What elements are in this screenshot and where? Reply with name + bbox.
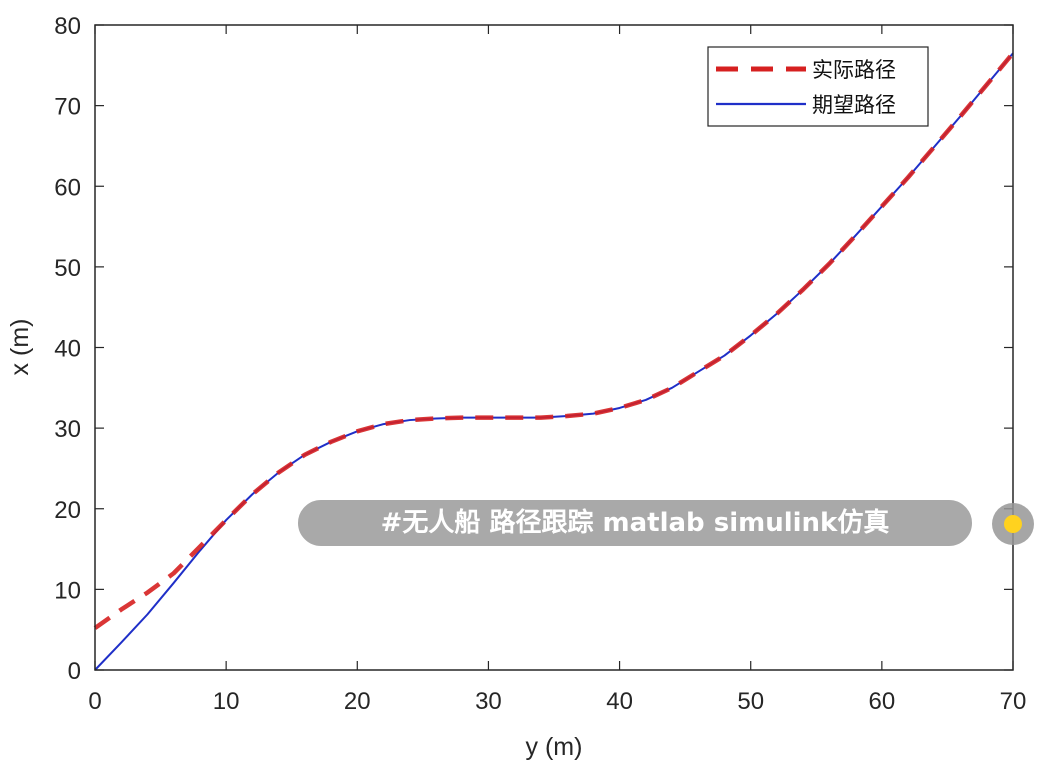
y-tick-label: 10 xyxy=(54,577,81,604)
x-tick-label: 60 xyxy=(869,688,896,715)
y-tick-label: 20 xyxy=(54,497,81,524)
x-tick-label: 30 xyxy=(475,688,502,715)
series-layer xyxy=(93,51,1015,671)
y-tick-label: 80 xyxy=(54,13,81,40)
y-tick-label: 50 xyxy=(54,255,81,282)
legend-label-actual: 实际路径 xyxy=(812,58,896,82)
x-tick-label: 10 xyxy=(213,688,240,715)
ticks-layer: 0 10 20 30 40 50 60 70 0 10 20 30 40 50 60 70 80 xyxy=(54,13,1026,715)
y-tick-label: 70 xyxy=(54,94,81,121)
indicator-button[interactable] xyxy=(992,503,1034,545)
legend-box xyxy=(707,46,929,127)
y-axis-label: x (m) xyxy=(6,319,34,376)
y-tick-label: 0 xyxy=(68,658,81,685)
x-tick-label: 20 xyxy=(344,688,371,715)
x-axis-label: y (m) xyxy=(526,733,583,761)
series-line-desired xyxy=(94,52,1014,671)
x-tick-label: 0 xyxy=(88,688,101,715)
x-tick-label: 40 xyxy=(606,688,633,715)
y-tick-label: 30 xyxy=(54,416,81,443)
hashtag-caption-overlay[interactable]: #无人船 路径跟踪 matlab simulink仿真 xyxy=(296,498,974,548)
y-tick-label: 40 xyxy=(54,336,81,363)
yellow-dot-icon xyxy=(1004,515,1022,533)
plot-area xyxy=(95,25,1013,670)
legend: 实际路径 期望路径 xyxy=(707,46,929,127)
legend-label-desired: 期望路径 xyxy=(812,93,896,117)
x-tick-label: 70 xyxy=(1000,688,1027,715)
y-tick-label: 60 xyxy=(54,174,81,201)
x-tick-label: 50 xyxy=(737,688,764,715)
